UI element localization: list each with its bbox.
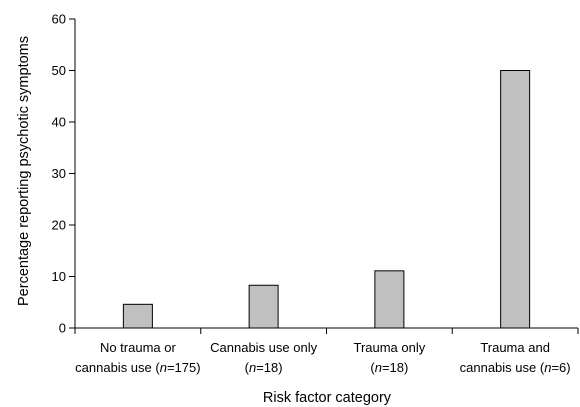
x-axis-title: Risk factor category xyxy=(263,390,392,406)
bar xyxy=(500,70,531,329)
y-axis-title: Percentage reporting psychotic symptoms xyxy=(16,36,32,306)
y-tick-label: 0 xyxy=(59,321,66,336)
y-tick-label: 50 xyxy=(52,63,66,78)
category-label-prefix: ( xyxy=(370,360,375,375)
x-axis xyxy=(74,327,579,334)
y-axis: 0 10 20 30 40 50 60 xyxy=(52,12,76,336)
category-label-line1: Cannabis use only xyxy=(210,340,317,355)
category-label-line2: cannabis use (n=175) xyxy=(75,360,200,375)
y-tick-label: 30 xyxy=(52,166,66,181)
category-label-prefix: ( xyxy=(245,360,250,375)
bars xyxy=(122,70,531,329)
category-label-suffix: =175) xyxy=(167,360,201,375)
category-label-line1: Trauma and xyxy=(480,340,550,355)
y-tick-label: 40 xyxy=(52,115,66,130)
category-label-n: n xyxy=(249,360,256,375)
y-tick-label: 20 xyxy=(52,218,66,233)
category-label-prefix: cannabis use ( xyxy=(460,360,545,375)
category-label-suffix: =6) xyxy=(551,360,570,375)
category-label-line2: (n=18) xyxy=(245,360,283,375)
bar xyxy=(374,270,405,329)
category-label-prefix: cannabis use ( xyxy=(75,360,160,375)
category-label-line1: No trauma or xyxy=(100,340,177,355)
category-label-suffix: =18) xyxy=(382,360,408,375)
category-label-n: n xyxy=(160,360,167,375)
category-label-n: n xyxy=(544,360,551,375)
bar xyxy=(122,303,153,329)
category-label-line1: Trauma only xyxy=(353,340,425,355)
category-label-n: n xyxy=(375,360,382,375)
category-label-suffix: =18) xyxy=(256,360,282,375)
y-tick-label: 10 xyxy=(52,269,66,284)
y-tick-label: 60 xyxy=(52,12,66,27)
category-label-line2: (n=18) xyxy=(370,360,408,375)
bar xyxy=(248,284,279,329)
category-label-line2: cannabis use (n=6) xyxy=(460,360,571,375)
